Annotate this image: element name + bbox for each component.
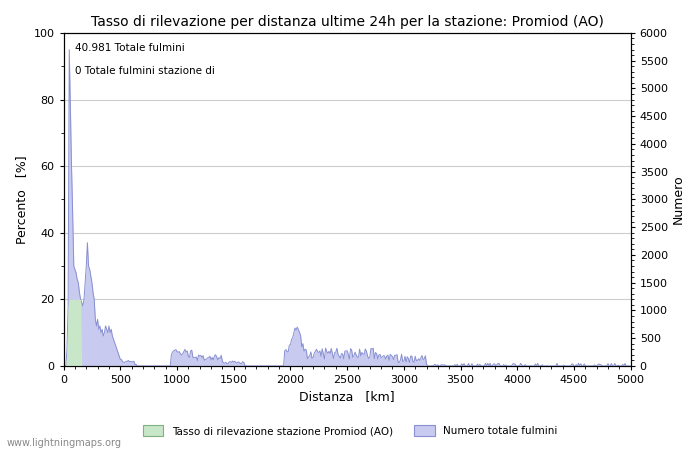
X-axis label: Distanza   [km]: Distanza [km] xyxy=(300,391,395,404)
Text: www.lightningmaps.org: www.lightningmaps.org xyxy=(7,438,122,448)
Y-axis label: Numero: Numero xyxy=(672,175,685,224)
Text: 40.981 Totale fulmini: 40.981 Totale fulmini xyxy=(75,43,185,53)
Title: Tasso di rilevazione per distanza ultime 24h per la stazione: Promiod (AO): Tasso di rilevazione per distanza ultime… xyxy=(91,15,603,29)
Text: 0 Totale fulmini stazione di: 0 Totale fulmini stazione di xyxy=(75,66,215,76)
Legend: Tasso di rilevazione stazione Promiod (AO), Numero totale fulmini: Tasso di rilevazione stazione Promiod (A… xyxy=(139,421,561,440)
Y-axis label: Percento   [%]: Percento [%] xyxy=(15,155,28,244)
